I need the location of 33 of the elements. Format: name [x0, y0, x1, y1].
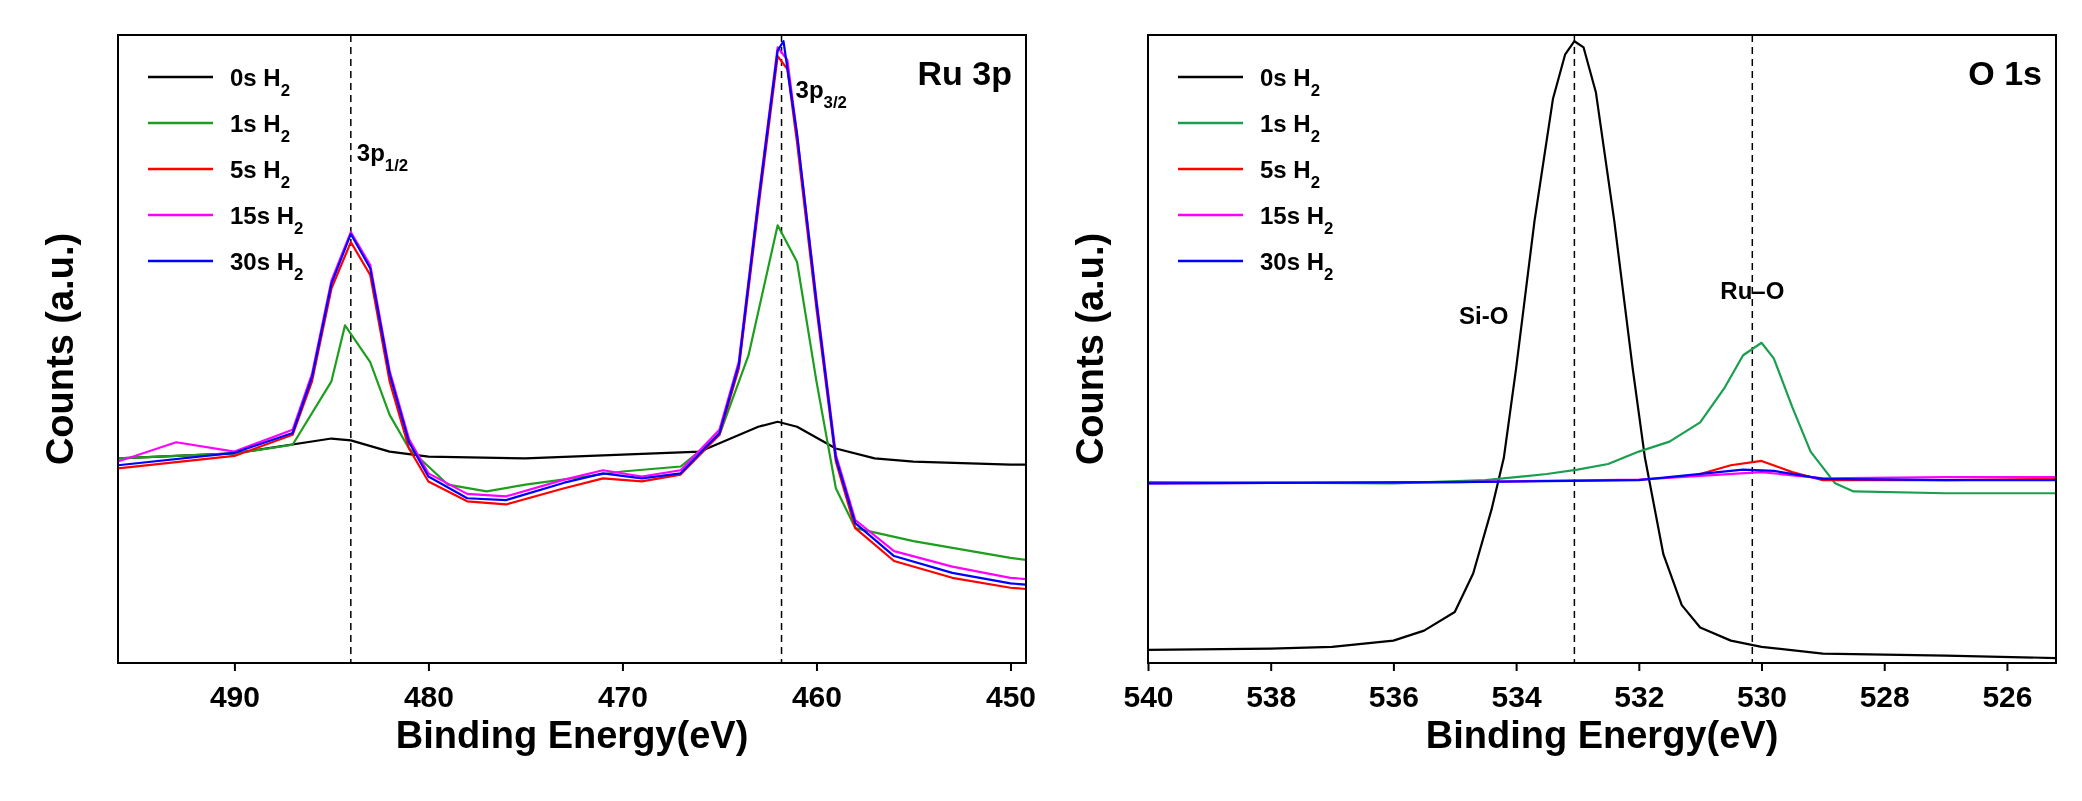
x-tick-label: 540 [1123, 680, 1174, 713]
x-axis-title: Binding Energy(eV) [395, 714, 749, 756]
ref-line-label: Ru–O [1720, 276, 1785, 304]
legend-label: 5s H$_{2}$ [230, 156, 291, 192]
legend-label: 30s H$_{2}$ [1260, 248, 1334, 284]
x-tick-label: 480 [403, 680, 454, 713]
ref-line-label: Si-O [1459, 301, 1509, 329]
x-tick-label: 536 [1368, 680, 1419, 713]
legend-label: 1s H$_{2}$ [230, 110, 291, 146]
legend-label: 15s H$_{2}$ [1260, 202, 1334, 238]
y-axis-title: Counts (a.u.) [1069, 232, 1111, 466]
x-axis-title: Binding Energy(eV) [1425, 714, 1779, 756]
x-tick-label: 538 [1246, 680, 1297, 713]
x-tick-label: 534 [1491, 680, 1542, 713]
legend-label: 1s H$_{2}$ [1260, 110, 1321, 146]
x-tick-label: 470 [597, 680, 648, 713]
legend-label: 0s H$_{2}$ [1260, 64, 1321, 100]
legend-label: 5s H$_{2}$ [1260, 156, 1321, 192]
legend-label: 0s H$_{2}$ [230, 64, 291, 100]
ref-line-label: 3p$_{3/2}$ [795, 75, 847, 112]
x-tick-label: 526 [1982, 680, 2033, 713]
legend-label: 30s H$_{2}$ [230, 248, 304, 284]
x-tick-label: 532 [1614, 680, 1665, 713]
x-tick-label: 460 [791, 680, 842, 713]
legend-label: 15s H$_{2}$ [230, 202, 304, 238]
x-tick-label: 530 [1736, 680, 1788, 713]
ref-line-label: 3p$_{1/2}$ [356, 138, 409, 175]
x-tick-label: 490 [209, 680, 260, 713]
y-axis-title: Counts (a.u.) [39, 232, 81, 466]
chart-title: O 1s [1968, 54, 2042, 92]
x-tick-label: 528 [1859, 680, 1910, 713]
chart-title: Ru 3p [917, 54, 1012, 92]
x-tick-label: 450 [985, 680, 1037, 713]
